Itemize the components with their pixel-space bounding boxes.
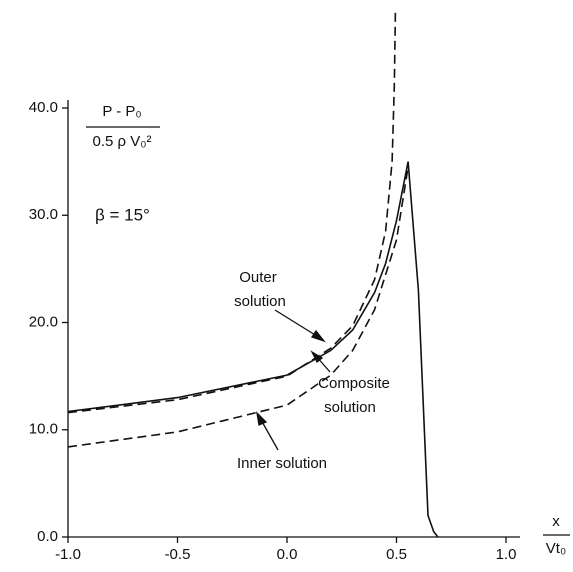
y-tick-label: 20.0 (29, 313, 58, 330)
x-label-numerator: x (552, 513, 560, 530)
x-tick-label: -0.5 (165, 546, 191, 563)
x-tick-label: 0.0 (277, 546, 298, 563)
y-tick-label: 30.0 (29, 206, 58, 223)
series-line (67, 166, 409, 448)
annotation: Outer (239, 269, 277, 286)
y-label-numerator: P - P₀ (102, 103, 141, 120)
arrows (256, 309, 331, 451)
annotation: Composite (318, 375, 390, 392)
annotation: solution (324, 399, 376, 416)
x-label-denominator: Vt₀ (546, 540, 566, 557)
y-tick-label: 40.0 (29, 99, 58, 116)
y-tick-label: 10.0 (29, 421, 58, 438)
x-tick-label: -1.0 (55, 546, 81, 563)
x-tick-label: 1.0 (496, 546, 517, 563)
annotation: Inner solution (237, 455, 327, 472)
y-label-denominator: 0.5 ρ V₀² (93, 133, 152, 150)
y-tick-label: 0.0 (37, 528, 58, 545)
annotation: solution (234, 293, 286, 310)
annotation: β = 15° (95, 205, 150, 224)
series-line (67, 161, 439, 538)
x-tick-label: 0.5 (386, 546, 407, 563)
